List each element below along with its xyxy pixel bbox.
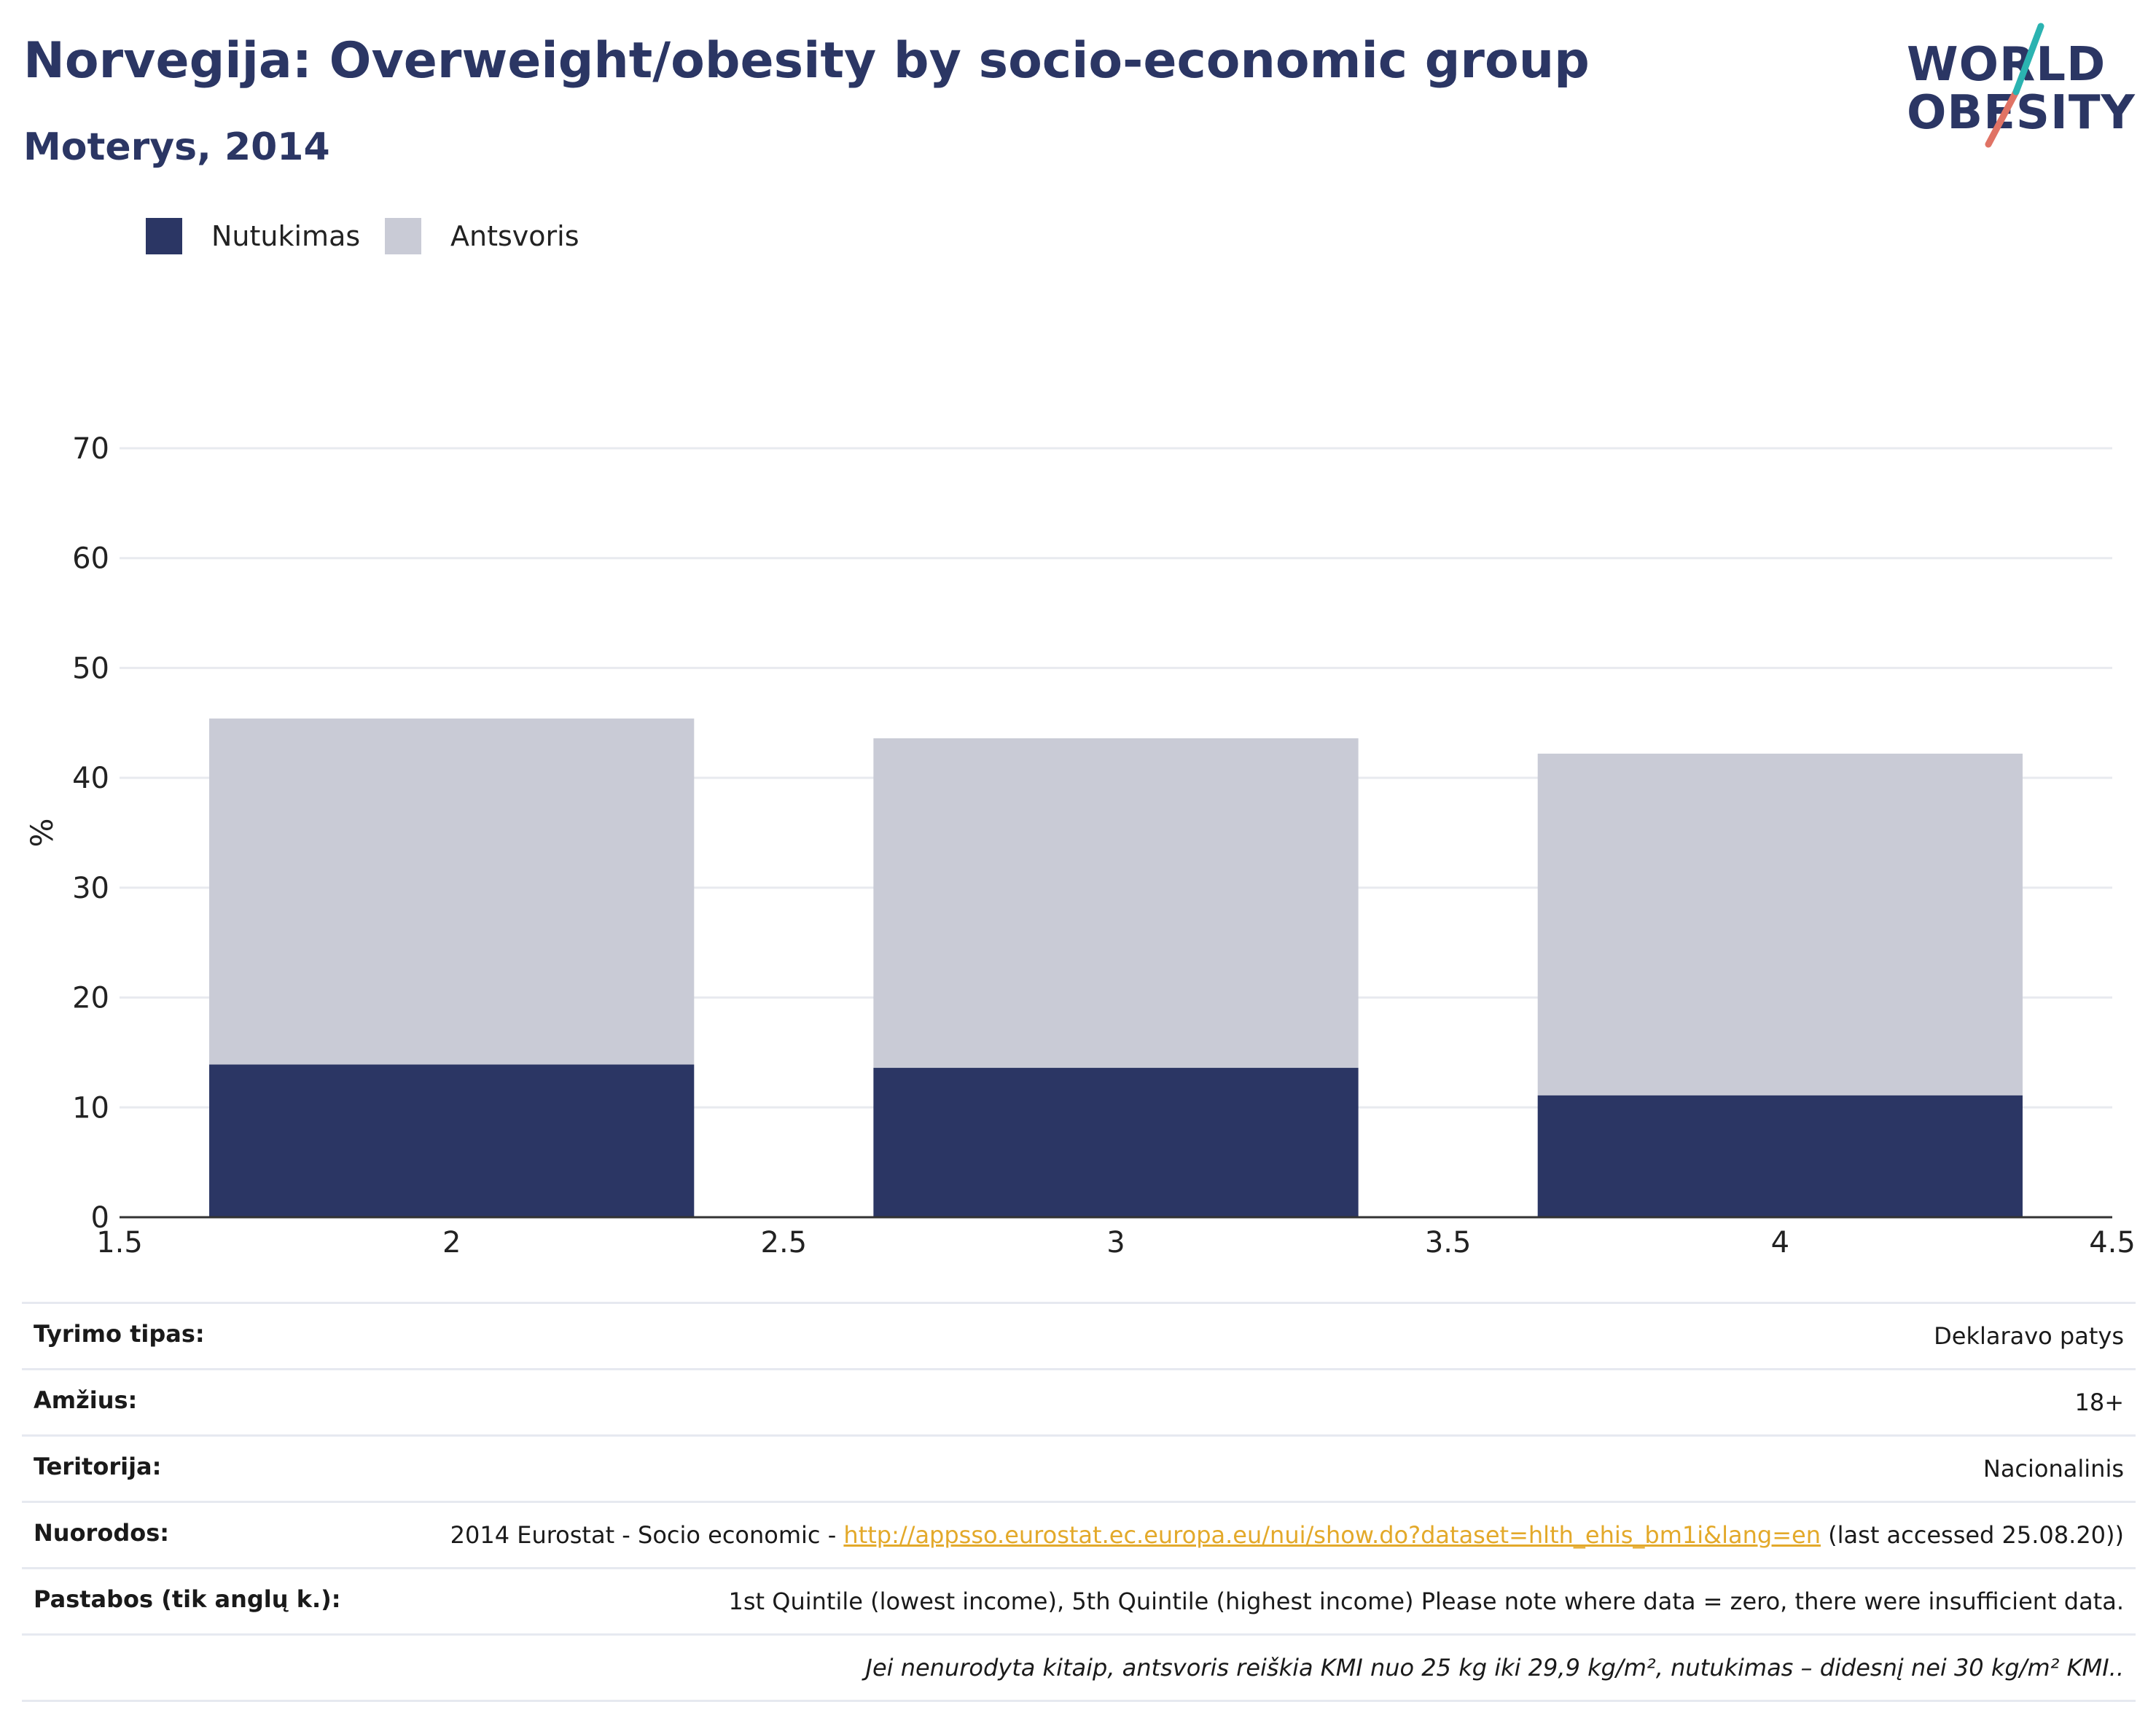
bar-obesity	[1537, 1095, 2023, 1217]
meta-row-notes: Pastabos (tik anglų k.): 1st Quintile (l…	[22, 1567, 2136, 1635]
bar-overweight	[1537, 753, 2023, 1096]
y-tick-label: 50	[72, 652, 109, 685]
y-tick-label: 70	[72, 432, 109, 466]
x-tick-label: 4.5	[2089, 1226, 2136, 1254]
meta-label-notes: Pastabos (tik anglų k.):	[22, 1567, 410, 1635]
x-tick-label: 3	[1106, 1226, 1125, 1254]
bar-chart: 0 10 20 30 40 50 60 70 1.5 2 2.5 3 3.5 4 4.5%	[24, 432, 2136, 1254]
meta-footnote-spacer	[22, 1633, 410, 1702]
legend-item-obesity[interactable]: Nutukimas	[146, 216, 360, 257]
meta-row-survey: Tyrimo tipas: Deklaravo patys	[22, 1302, 2136, 1370]
x-tick-label: 1.5	[96, 1226, 143, 1254]
y-tick-label: 30	[72, 872, 109, 905]
logo-line-2: OBESITY	[1907, 86, 2136, 140]
metadata-table: Tyrimo tipas: Deklaravo patys Amžius: 18…	[22, 1302, 2136, 1702]
legend-swatch-overweight	[385, 218, 421, 254]
world-obesity-logo: WORLD OBESITY	[1902, 22, 2136, 153]
y-tick-label: 20	[72, 982, 109, 1015]
meta-label-age: Amžius:	[22, 1368, 410, 1436]
x-tick-label: 3.5	[1425, 1226, 1472, 1254]
legend-label-overweight: Antsvoris	[450, 220, 579, 252]
x-tick-label: 4	[1771, 1226, 1789, 1254]
bar-overweight	[873, 738, 1359, 1069]
legend-item-overweight[interactable]: Antsvoris	[385, 216, 579, 257]
reference-accessed: (last accessed 25.08.20))	[1820, 1521, 2124, 1549]
reference-link[interactable]: http://appsso.eurostat.ec.europa.eu/nui/…	[843, 1521, 1821, 1549]
meta-row-references: Nuorodos: 2014 Eurostat - Socio economic…	[22, 1501, 2136, 1569]
x-tick-label: 2	[442, 1226, 461, 1254]
meta-label-references: Nuorodos:	[22, 1501, 410, 1569]
x-tick-label: 2.5	[761, 1226, 808, 1254]
reference-source: 2014 Eurostat - Socio economic -	[450, 1521, 844, 1549]
meta-label-survey: Tyrimo tipas:	[22, 1302, 410, 1370]
meta-value-survey: Deklaravo patys	[410, 1302, 2136, 1370]
y-axis-label: %	[24, 819, 60, 848]
bar-obesity	[873, 1068, 1359, 1217]
meta-footnote: Jei nenurodyta kitaip, antsvoris reiškia…	[410, 1633, 2136, 1702]
meta-label-territory: Teritorija:	[22, 1434, 410, 1502]
y-tick-label: 60	[72, 542, 109, 576]
meta-row-age: Amžius: 18+	[22, 1368, 2136, 1436]
meta-row-territory: Teritorija: Nacionalinis	[22, 1434, 2136, 1502]
legend-label-obesity: Nutukimas	[211, 220, 361, 252]
meta-value-notes: 1st Quintile (lowest income), 5th Quinti…	[410, 1567, 2136, 1635]
logo-line-1: WORLD	[1907, 38, 2106, 92]
meta-value-territory: Nacionalinis	[410, 1434, 2136, 1502]
meta-row-footnote: Jei nenurodyta kitaip, antsvoris reiškia…	[22, 1633, 2136, 1702]
meta-value-references: 2014 Eurostat - Socio economic - http://…	[410, 1501, 2136, 1569]
chart-subtitle: Moterys, 2014	[23, 125, 330, 169]
y-tick-label: 40	[72, 762, 109, 795]
y-tick-label: 10	[72, 1091, 109, 1125]
legend-swatch-obesity	[146, 218, 182, 254]
chart-title: Norvegija: Overweight/obesity by socio-e…	[23, 32, 1590, 90]
meta-value-age: 18+	[410, 1368, 2136, 1436]
bar-overweight	[209, 718, 695, 1065]
logo-slash-icon	[1985, 23, 2044, 148]
y-tick-label: 0	[91, 1201, 109, 1235]
bar-obesity	[209, 1064, 695, 1217]
